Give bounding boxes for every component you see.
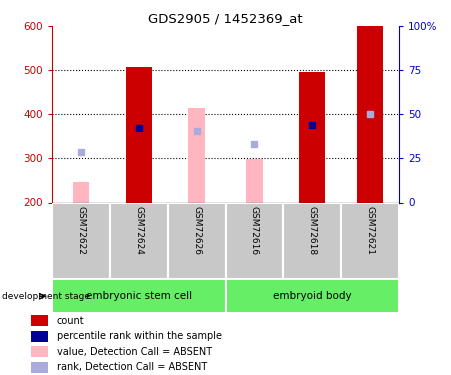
Text: embryoid body: embryoid body bbox=[273, 291, 352, 301]
Text: GSM72626: GSM72626 bbox=[192, 206, 201, 255]
Bar bbox=[341, 202, 399, 279]
Text: count: count bbox=[57, 316, 84, 326]
Bar bbox=[52, 202, 110, 279]
Text: GSM72618: GSM72618 bbox=[308, 206, 317, 255]
Text: GSM72624: GSM72624 bbox=[134, 206, 143, 255]
Text: GSM72621: GSM72621 bbox=[366, 206, 375, 255]
Bar bbox=[189, 108, 205, 202]
Text: GSM72616: GSM72616 bbox=[250, 206, 259, 255]
Bar bbox=[226, 279, 399, 313]
Text: GSM72622: GSM72622 bbox=[76, 206, 85, 255]
Bar bbox=[31, 315, 48, 326]
Title: GDS2905 / 1452369_at: GDS2905 / 1452369_at bbox=[148, 12, 303, 25]
Bar bbox=[73, 182, 89, 203]
Bar bbox=[31, 362, 48, 373]
Bar bbox=[31, 346, 48, 357]
Text: embryonic stem cell: embryonic stem cell bbox=[86, 291, 192, 301]
Text: percentile rank within the sample: percentile rank within the sample bbox=[57, 332, 222, 341]
Text: value, Detection Call = ABSENT: value, Detection Call = ABSENT bbox=[57, 347, 212, 357]
Bar bbox=[283, 202, 341, 279]
Text: rank, Detection Call = ABSENT: rank, Detection Call = ABSENT bbox=[57, 362, 207, 372]
Bar bbox=[52, 279, 226, 313]
Bar bbox=[299, 72, 325, 202]
Bar bbox=[357, 26, 383, 202]
Bar bbox=[168, 202, 226, 279]
Bar bbox=[31, 331, 48, 342]
Bar bbox=[110, 202, 168, 279]
Bar bbox=[126, 67, 152, 203]
Text: development stage: development stage bbox=[2, 292, 90, 301]
Bar bbox=[246, 159, 262, 202]
Bar bbox=[226, 202, 283, 279]
